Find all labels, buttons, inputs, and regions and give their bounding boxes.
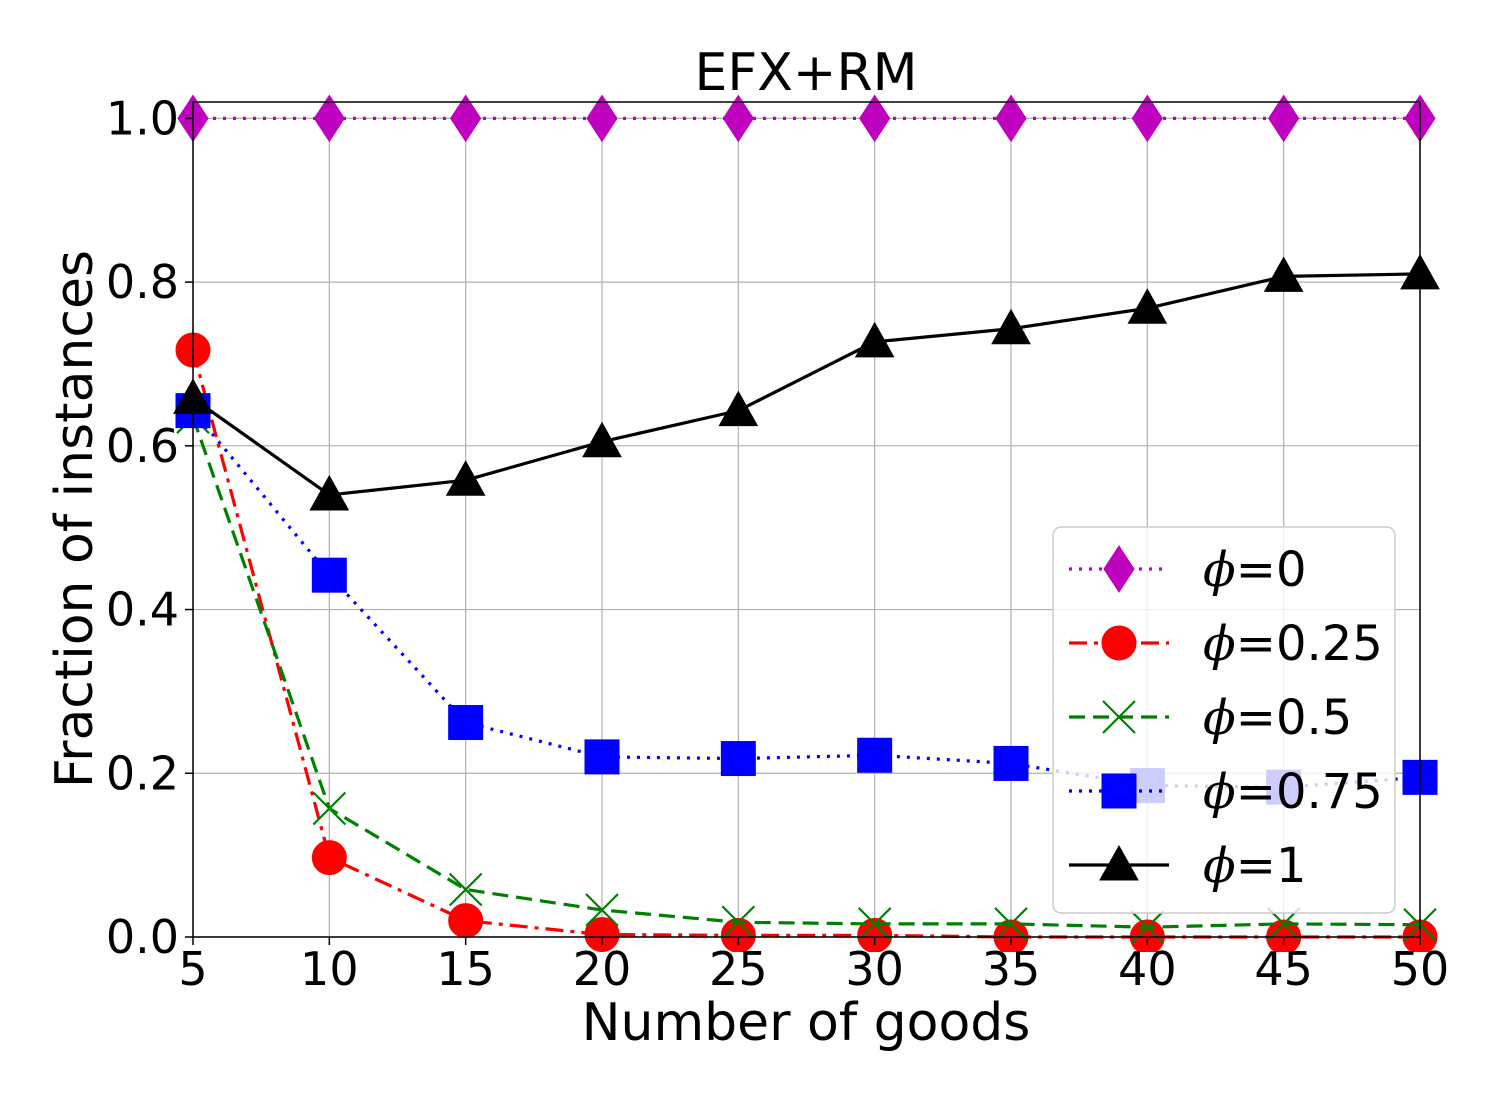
x-tick-label: 10 xyxy=(300,942,359,996)
data-point-stroke xyxy=(585,893,619,927)
data-point-stroke xyxy=(721,905,756,940)
data-point xyxy=(1268,94,1300,143)
legend-value: =0.25 xyxy=(1236,616,1383,672)
plot-frame xyxy=(192,101,1421,938)
data-point xyxy=(584,739,620,775)
legend-label: ϕ=0.25 xyxy=(1203,616,1383,672)
data-point xyxy=(995,94,1027,143)
data-point-stroke xyxy=(857,907,892,941)
legend-symbol: ϕ xyxy=(1203,764,1236,820)
data-point xyxy=(450,94,482,143)
data-point xyxy=(311,557,347,593)
legend-label: ϕ=0 xyxy=(1203,542,1306,598)
data-point xyxy=(312,791,347,826)
legend-symbol: ϕ xyxy=(1203,616,1236,672)
x-tick-label: 20 xyxy=(573,942,632,996)
y-tick-label: 0.0 xyxy=(106,910,179,964)
data-point xyxy=(991,308,1031,345)
data-point xyxy=(448,903,484,939)
x-tick-label: 40 xyxy=(1118,942,1177,996)
data-point xyxy=(993,745,1029,781)
series-line xyxy=(192,272,1421,497)
legend-value: =0.5 xyxy=(1236,690,1353,746)
data-point xyxy=(994,907,1028,941)
data-point xyxy=(582,421,622,458)
x-tick-label: 30 xyxy=(845,942,904,996)
data-point xyxy=(722,94,754,143)
y-tick-label: 1.0 xyxy=(106,91,179,145)
x-tick-label: 35 xyxy=(982,942,1041,996)
data-point-stroke xyxy=(994,907,1028,941)
legend-symbol: ϕ xyxy=(1203,542,1236,598)
legend-marker xyxy=(1101,625,1137,661)
x-tick-label: 50 xyxy=(1391,942,1450,996)
legend-item: ϕ=0.5 xyxy=(1069,690,1352,746)
series-4 xyxy=(173,253,1440,511)
legend-marker xyxy=(1101,773,1137,809)
y-tick-label: 0.2 xyxy=(106,746,179,800)
legend-item: ϕ=0.75 xyxy=(1069,764,1383,820)
data-point xyxy=(584,917,620,952)
legend: ϕ=0ϕ=0.25ϕ=0.5ϕ=0.75ϕ=1 xyxy=(1052,526,1396,914)
legend-marker xyxy=(1102,700,1136,734)
data-point xyxy=(313,94,345,143)
data-point xyxy=(857,907,892,941)
data-point xyxy=(309,474,350,511)
chart-title: EFX+RM xyxy=(695,43,918,103)
legend-value: =1 xyxy=(1236,838,1307,894)
legend-symbol: ϕ xyxy=(1203,690,1236,746)
x-tick-label: 5 xyxy=(178,942,207,996)
data-point-stroke xyxy=(312,791,347,826)
legend-symbol: ϕ xyxy=(1203,838,1236,894)
series-0 xyxy=(177,94,1436,143)
data-point xyxy=(718,390,759,427)
data-point xyxy=(1131,94,1163,143)
legend-marker xyxy=(1103,545,1135,593)
x-tick-label: 15 xyxy=(436,942,495,996)
y-tick-label: 0.4 xyxy=(106,583,179,637)
data-point xyxy=(854,321,895,358)
data-point xyxy=(585,893,619,927)
data-point xyxy=(448,705,484,741)
legend-marker-stroke xyxy=(1102,700,1136,734)
legend-value: =0.75 xyxy=(1236,764,1383,820)
series-line xyxy=(191,349,1420,939)
data-point xyxy=(721,905,756,940)
legend-box xyxy=(1052,526,1396,914)
data-point xyxy=(857,737,893,773)
legend-label: ϕ=0.75 xyxy=(1203,764,1383,820)
data-point xyxy=(720,917,756,952)
series-1 xyxy=(175,332,1438,952)
legend-label: ϕ=1 xyxy=(1203,838,1306,894)
data-point xyxy=(445,460,486,496)
legend-item: ϕ=0 xyxy=(1069,542,1306,598)
data-point xyxy=(859,94,891,143)
data-point-stroke xyxy=(1130,910,1165,944)
legend-item: ϕ=1 xyxy=(1069,838,1306,894)
series-line xyxy=(191,416,1421,929)
legend-value: =0 xyxy=(1236,542,1307,598)
y-axis-ticks: 0.0 0.2 0.4 0.6 0.8 1.0 xyxy=(106,91,193,964)
data-point xyxy=(1130,910,1165,944)
data-point xyxy=(1263,256,1304,292)
legend-label: ϕ=0.5 xyxy=(1203,690,1352,746)
legend-item: ϕ=0.25 xyxy=(1069,616,1383,672)
y-axis-label: Fraction of instances xyxy=(45,250,105,788)
y-tick-label: 0.6 xyxy=(106,419,179,473)
data-point xyxy=(311,840,347,876)
x-tick-label: 45 xyxy=(1254,942,1313,996)
data-point xyxy=(1127,288,1168,324)
x-axis-label: Number of goods xyxy=(582,993,1031,1053)
data-point xyxy=(586,94,618,143)
data-point xyxy=(720,741,756,777)
legend-marker xyxy=(1099,844,1139,881)
data-point xyxy=(857,917,893,952)
x-tick-label: 25 xyxy=(709,942,768,996)
data-point xyxy=(448,872,483,907)
x-axis-ticks: 5 10 15 20 25 30 35 40 45 50 xyxy=(178,937,1449,996)
y-tick-label: 0.8 xyxy=(106,255,179,309)
data-point-stroke xyxy=(448,872,483,907)
